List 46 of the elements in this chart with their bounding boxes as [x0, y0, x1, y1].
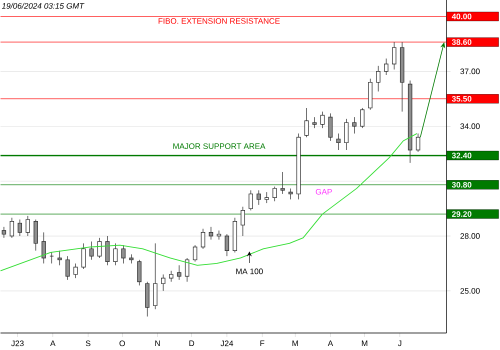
x-tick-label: F — [260, 340, 264, 346]
ref-line-label: 32.40 — [452, 152, 472, 158]
y-tick-label: 37.00 — [460, 68, 480, 74]
x-tick-label: J — [398, 340, 402, 346]
candlestick — [304, 108, 309, 138]
x-tick-label: A — [50, 340, 56, 346]
candlestick — [408, 80, 412, 164]
candlestick — [320, 111, 325, 128]
x-tick-label: D — [189, 340, 194, 346]
candlestick — [113, 242, 118, 266]
annotation: MA 100 — [236, 268, 263, 274]
x-tick-label: A — [328, 340, 334, 346]
candlestick — [224, 234, 230, 256]
candlestick — [296, 133, 301, 200]
ref-line-label: 38.60 — [452, 39, 472, 45]
x-tick-label: S — [86, 340, 90, 346]
annotation: 19/06/2024 03:15 GMT — [2, 2, 84, 9]
candlestick — [2, 226, 6, 238]
candlestick — [328, 113, 333, 142]
y-tick-label: 25.00 — [460, 288, 480, 294]
candlestick — [73, 263, 78, 278]
x-tick-label: J23 — [11, 340, 24, 346]
candlestick — [200, 228, 206, 250]
candlestick — [208, 226, 214, 240]
x-tick-label: M — [362, 340, 368, 346]
y-tick-label: 34.00 — [460, 123, 480, 130]
candlestick — [336, 133, 341, 150]
candlestick — [416, 133, 420, 152]
candlestick — [184, 258, 190, 282]
ref-line-label: 40.00 — [452, 14, 472, 20]
x-tick-label: N — [155, 340, 160, 346]
ref-line-label: 29.20 — [452, 211, 472, 217]
candlestick — [312, 116, 317, 128]
candlestick — [192, 244, 198, 262]
ref-line-label: 35.50 — [452, 96, 472, 102]
y-tick-label: 28.00 — [460, 233, 480, 239]
annotation: FIBO. EXTENSION RESISTANCE — [158, 18, 280, 24]
annotation: MAJOR SUPPORT AREA — [173, 143, 266, 150]
candlestick — [81, 242, 86, 270]
annotation: GAP — [316, 188, 332, 195]
candlestick — [216, 230, 222, 240]
candlestick — [89, 241, 94, 260]
x-tick-label: O — [120, 340, 125, 346]
ref-line-label: 30.80 — [452, 182, 472, 188]
x-tick-label: J24 — [220, 340, 234, 346]
x-tick-label: M — [292, 340, 298, 346]
